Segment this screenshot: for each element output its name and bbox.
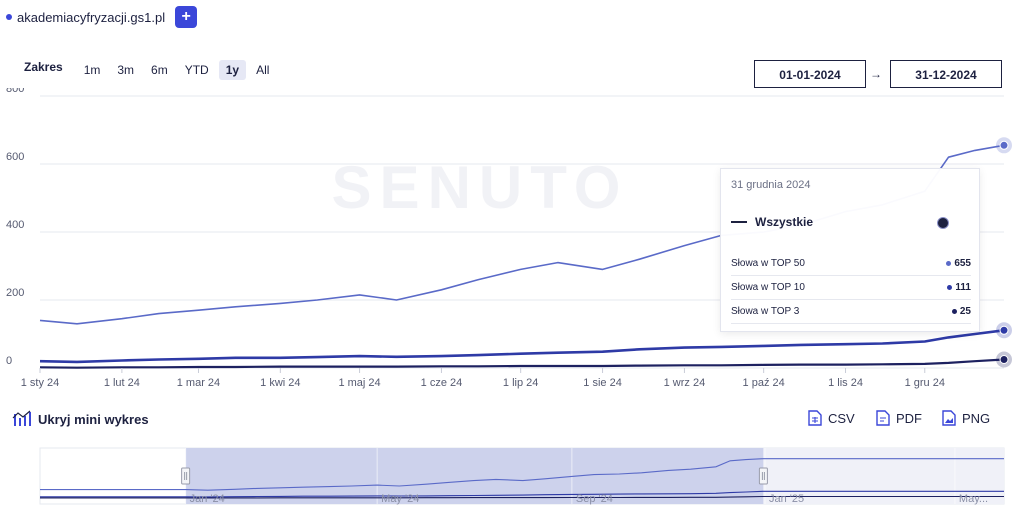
site-dot-icon [6, 14, 12, 20]
x-tick-label: 1 kwi 24 [260, 377, 300, 389]
x-axis: 1 sty 24 1 lut 24 1 mar 24 1 kwi 24 1 maj 24… [21, 368, 945, 389]
x-tick-label: 1 wrz 24 [664, 377, 706, 389]
date-arrow-icon: → [870, 67, 882, 81]
navigator-chart[interactable]: Jan '24 May '24 Sep '24 Jan '25 May... [0, 446, 1024, 508]
watermark: SENUTO [332, 154, 629, 221]
tooltip-row-top10: Słowa w TOP 10 111 [731, 275, 971, 300]
navigator-handle[interactable] [758, 467, 768, 485]
y-tick-label: 600 [6, 151, 24, 163]
x-tick-label: 1 lip 24 [503, 377, 538, 389]
x-tick-label: 1 mar 24 [177, 377, 220, 389]
tooltip-row-top3: Słowa w TOP 3 25 [731, 299, 971, 324]
x-tick-label: 1 lis 24 [828, 377, 863, 389]
top50-dot-icon [946, 260, 952, 266]
series-end-point [999, 140, 1009, 150]
x-tick-label: 1 cze 24 [421, 377, 463, 389]
range-6m-button[interactable]: 6m [151, 63, 168, 77]
chart-bars-icon [12, 410, 31, 426]
tooltip-date: 31 grudnia 2024 [731, 179, 811, 191]
navigator-series [40, 458, 1004, 499]
export-pdf-label: PDF [896, 410, 922, 426]
export-pdf-button[interactable]: PDF [876, 410, 922, 426]
site-header: akademiacyfryzacji.gs1.pl + [6, 6, 198, 28]
navigator-label: Sep '24 [576, 493, 613, 505]
y-tick-label: 200 [6, 287, 24, 299]
navigator-label: May '24 [381, 493, 419, 505]
pdf-file-icon [876, 410, 890, 426]
series-end-point [999, 325, 1009, 335]
export-png-label: PNG [962, 410, 991, 426]
series-marker-icon [937, 217, 949, 229]
navigator-series-3 [40, 495, 1004, 499]
y-axis: 0 200 400 600 800 [6, 88, 24, 367]
y-tick-label: 400 [6, 219, 24, 231]
tooltip-row-value: 111 [955, 281, 971, 293]
tooltip-row-value: 25 [959, 305, 971, 317]
date-to-input[interactable]: 31-12-2024 [890, 60, 1002, 88]
export-csv-label: CSV [828, 410, 855, 426]
main-chart[interactable]: SENUTO 1 sty 24 1 lut 24 1 mar 24 1 kwi 24 1… [0, 88, 1024, 398]
tooltip-row-label: Słowa w TOP 50 [731, 257, 805, 269]
site-name[interactable]: akademiacyfryzacji.gs1.pl [17, 9, 166, 25]
toggle-mini-chart-button[interactable]: Ukryj mini wykres [12, 410, 149, 428]
y-tick-label: 0 [6, 355, 12, 367]
date-from-input[interactable]: 01-01-2024 [754, 60, 866, 88]
series-line-icon [731, 220, 747, 224]
series-line-2 [39, 329, 1005, 364]
range-3m-button[interactable]: 3m [117, 63, 135, 77]
x-tick-label: 1 maj 24 [338, 377, 380, 389]
tooltip-row-top50: Słowa w TOP 50 655 [731, 251, 971, 276]
range-1m-button[interactable]: 1m [83, 63, 101, 77]
series-end-point [999, 355, 1009, 364]
range-all-button[interactable]: All [256, 63, 270, 77]
x-tick-label: 1 sie 24 [583, 377, 622, 389]
x-tick-label: 1 sty 24 [21, 377, 60, 389]
chart-tooltip: 31 grudnia 2024 Wszystkie Słowa w TOP 50… [720, 168, 980, 332]
top3-dot-icon [951, 308, 957, 314]
range-label: Zakres [24, 60, 63, 74]
tooltip-row-label: Słowa w TOP 10 [731, 281, 805, 293]
navigator-label: May... [959, 493, 988, 505]
series-line-3 [39, 358, 1005, 369]
toggle-mini-chart-label: Ukryj mini wykres [38, 411, 149, 427]
csv-file-icon [808, 410, 822, 426]
export-png-button[interactable]: PNG [942, 410, 990, 426]
top10-dot-icon [947, 284, 953, 290]
navigator-series-1 [40, 458, 1004, 491]
tooltip-series-name: Wszystkie [755, 215, 814, 229]
x-tick-label: 1 lut 24 [104, 377, 140, 389]
export-csv-button[interactable]: CSV [808, 410, 855, 426]
range-1y-button[interactable]: 1y [218, 60, 247, 80]
tooltip-series: Wszystkie [731, 215, 813, 229]
x-tick-label: 1 gru 24 [905, 377, 945, 389]
x-tick-label: 1 paź 24 [743, 377, 785, 389]
navigator-selection [185, 448, 764, 504]
navigator-future [763, 448, 1004, 504]
range-ytd-button[interactable]: YTD [184, 63, 209, 77]
range-selector: Zakres 1m 3m 6m YTD 1y All [24, 60, 279, 80]
add-site-button[interactable]: + [175, 6, 198, 28]
navigator-series-2 [40, 490, 1004, 498]
tooltip-row-label: Słowa w TOP 3 [731, 305, 800, 317]
navigator-labels: Jan '24 May '24 Sep '24 Jan '25 May... [190, 493, 988, 505]
png-file-icon [942, 410, 956, 426]
navigator-handles[interactable] [181, 467, 768, 485]
navigator-label: Jan '24 [190, 493, 225, 505]
tooltip-row-value: 655 [954, 257, 971, 269]
navigator-handle[interactable] [181, 467, 191, 485]
navigator-label: Jan '25 [769, 493, 804, 505]
y-tick-label: 800 [6, 88, 24, 95]
